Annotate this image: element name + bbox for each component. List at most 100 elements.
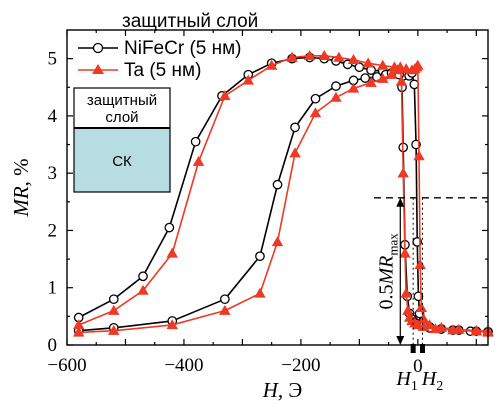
h2-label-sub: 2 [436, 379, 443, 394]
data-point [395, 75, 408, 86]
data-point [286, 51, 298, 62]
half-max-label: 0.5MRmax [375, 233, 400, 310]
y-tick-label: 3 [48, 163, 58, 184]
data-point [330, 91, 342, 102]
data-point [242, 74, 254, 85]
legend-label-nifecr: NiFeCr (5 нм) [124, 38, 242, 59]
data-point [166, 319, 178, 330]
inset-sk-box [73, 127, 171, 193]
data-point [331, 81, 341, 91]
data-point [108, 294, 119, 305]
inset-protective-layer-label-2: слой [105, 109, 138, 126]
data-point [447, 324, 459, 335]
data-point [400, 287, 412, 298]
half-max-label-main: 0.5 [375, 285, 397, 310]
zero-tick-label: 0 [413, 356, 423, 377]
x-tick-label: −200 [281, 355, 320, 376]
y-tick-label: 4 [48, 106, 58, 127]
h1-label-sub: 1 [411, 379, 418, 394]
data-point [303, 49, 316, 60]
data-point [108, 304, 120, 315]
data-point [192, 155, 205, 166]
half-max-label-sub: max [385, 233, 400, 256]
data-point [470, 325, 483, 336]
data-point [265, 59, 278, 70]
inset-protective-layer-label-1: защитный [87, 92, 157, 109]
data-point [254, 287, 266, 298]
data-point [219, 90, 231, 101]
y-tick-label: 0 [48, 335, 58, 356]
data-point [164, 222, 175, 233]
x-axis-label: H, Э [262, 378, 303, 402]
legend-title: защитный слой [122, 11, 258, 32]
data-point [399, 247, 411, 258]
data-point [190, 136, 201, 147]
data-point [415, 301, 428, 312]
data-point [271, 236, 284, 247]
data-point [365, 76, 377, 87]
data-point [417, 320, 430, 331]
data-point [138, 271, 148, 282]
legend-marker-ta [92, 64, 104, 74]
data-point [219, 304, 231, 315]
h2-label-var: H [421, 368, 438, 390]
x-axis-label-var: H [262, 378, 280, 402]
arrow-head-up [396, 197, 405, 207]
data-point [347, 53, 360, 64]
y-axis-label-var: MR [9, 186, 33, 217]
data-point [377, 59, 389, 70]
data-point [166, 247, 178, 258]
plot-frame [66, 29, 489, 346]
data-point [108, 324, 120, 335]
data-point [360, 73, 371, 83]
x-tick-label: −400 [164, 355, 203, 376]
data-point [309, 107, 322, 118]
h2-marker [420, 344, 426, 353]
legend: защитный слой NiFeCr (5 нм)Ta (5 нм) [78, 11, 258, 81]
data-point [394, 61, 407, 72]
data-point [347, 82, 360, 93]
data-point [377, 72, 389, 83]
h2-label: H2 [421, 368, 443, 394]
legend-marker-nifecr [92, 42, 104, 54]
data-point [354, 62, 365, 73]
data-point [318, 49, 330, 60]
data-point [255, 251, 265, 262]
data-point [137, 284, 149, 295]
data-point [272, 179, 283, 190]
plot-area [72, 49, 494, 337]
data-point [333, 51, 345, 62]
half-max-label-var: MR [375, 256, 397, 286]
data-point [72, 326, 85, 337]
data-point [289, 147, 301, 158]
data-point [290, 122, 300, 133]
y-axis-label: MR, % [9, 158, 33, 217]
data-point [397, 167, 409, 178]
data-point [220, 294, 230, 305]
data-point [429, 323, 442, 334]
data-point [412, 59, 424, 70]
h1-label: H1 [395, 368, 417, 394]
data-point [413, 150, 425, 161]
legend-label-ta: Ta (5 нм) [124, 60, 201, 81]
series-ta [72, 49, 494, 337]
inset-sk-label: СК [112, 153, 132, 170]
h1-marker [410, 344, 416, 353]
y-tick-label: 2 [48, 220, 58, 241]
h1-label-var: H [395, 368, 412, 390]
y-tick-label: 5 [48, 49, 58, 70]
arrow-head-down [396, 336, 405, 345]
data-point [362, 57, 374, 68]
y-axis-label-unit: , % [9, 158, 33, 186]
data-point [402, 304, 414, 315]
x-axis-label-unit: , Э [278, 378, 302, 402]
data-point [414, 259, 426, 270]
y-tick-label: 1 [48, 278, 58, 299]
inset-protective-layer-box [73, 87, 171, 129]
data-point [310, 93, 321, 104]
x-tick-label: −600 [47, 355, 86, 376]
